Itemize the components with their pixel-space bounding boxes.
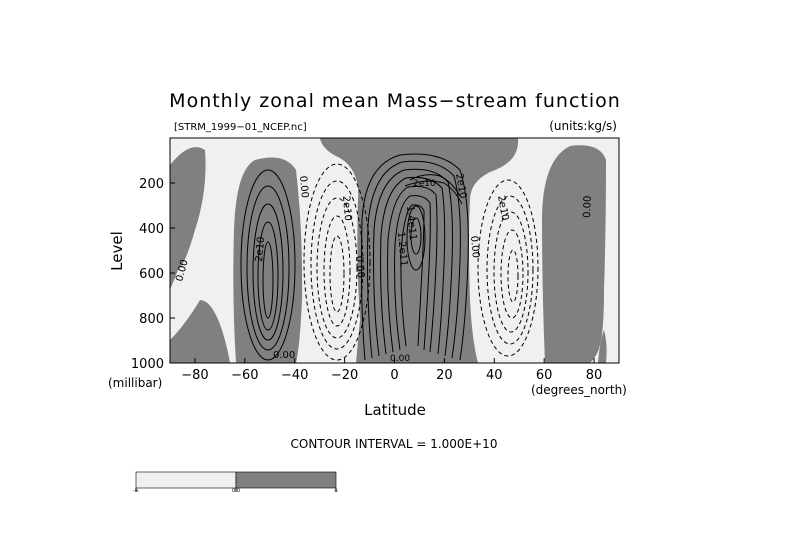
contour-labels: 0.00 2e10 0.00 2e10 0.00 1.4e11 1.2e11 2… <box>174 173 594 364</box>
x-tick-label: 80 <box>586 368 603 383</box>
x-tick-label: 60 <box>536 368 553 383</box>
file-label: [STRM_1999−01_NCEP.nc] <box>174 122 307 133</box>
x-tick-label: 20 <box>436 368 453 383</box>
contour-label: 0.00 <box>273 350 295 361</box>
x-tick-label: 0 <box>390 368 398 383</box>
contour-label: 1.2e11 <box>395 231 409 267</box>
contour-label: 2e10 <box>495 195 510 222</box>
shaded-region-south-polar <box>170 147 206 290</box>
y-tick-label: 600 <box>139 267 164 282</box>
x-tick-label: −40 <box>281 368 308 383</box>
y-axis-label: Level <box>108 231 126 271</box>
colorbar-negative-swatch <box>135 471 237 489</box>
shaded-region-south-polar-bottom <box>170 300 230 363</box>
shaded-region-southern-ferrel <box>233 157 303 363</box>
contour-label: 0.00 <box>582 195 594 218</box>
contour-interval-label: CONTOUR INTERVAL = 1.000E+10 <box>291 437 498 451</box>
y-units-label: (millibar) <box>108 376 162 390</box>
contours-northern-hadley <box>360 153 469 361</box>
x-axis-label: Latitude <box>364 401 426 419</box>
y-tick-label: 800 <box>139 312 164 327</box>
contour-label: 2e10 <box>254 236 267 262</box>
colorbar-tick-label: 0.0 <box>232 488 240 494</box>
contours-southern-hadley <box>303 163 371 361</box>
shaded-region-north-right-bottom <box>598 330 607 363</box>
contour-label: 2e10 <box>413 179 436 189</box>
colorbar-positive-swatch <box>235 471 337 489</box>
chart-title: Monthly zonal mean Mass−stream function <box>169 90 621 112</box>
contour-label: 2e10 <box>453 173 468 200</box>
colorbar-tick-label: -∞ <box>133 488 139 494</box>
x-tick-label: 40 <box>486 368 503 383</box>
contour-label: 0.00 <box>390 354 410 364</box>
y-tick-label: 200 <box>139 177 164 192</box>
y-tick-label: 400 <box>139 222 164 237</box>
colorbar: -∞ 0.0 ∞ <box>133 471 338 494</box>
shaded-region-northern-polar <box>542 145 606 363</box>
y-tick-label: 1000 <box>131 357 164 372</box>
x-tick-label: −20 <box>331 368 358 383</box>
x-tick-label: −80 <box>181 368 208 383</box>
contour-label: 0.00 <box>353 255 366 278</box>
contour-label: 2e10 <box>340 195 353 221</box>
y-axis: 200 400 600 800 1000 <box>131 177 175 372</box>
contour-label: 0.00 <box>468 235 481 258</box>
plot-area: 0.00 2e10 0.00 2e10 0.00 1.4e11 1.2e11 2… <box>170 138 619 364</box>
x-axis: −80 −60 −40 −20 0 20 40 60 80 <box>181 358 602 383</box>
colorbar-tick-label: ∞ <box>334 488 338 494</box>
contours-southern-ferrel <box>240 169 296 361</box>
contour-label: 1.4e11 <box>404 205 418 241</box>
x-tick-label: −60 <box>231 368 258 383</box>
contours-northern-ferrel <box>477 179 539 357</box>
x-units-label: (degrees_north) <box>531 383 627 397</box>
units-label: (units:kg/s) <box>549 119 617 133</box>
contour-label: 0.00 <box>297 175 310 198</box>
